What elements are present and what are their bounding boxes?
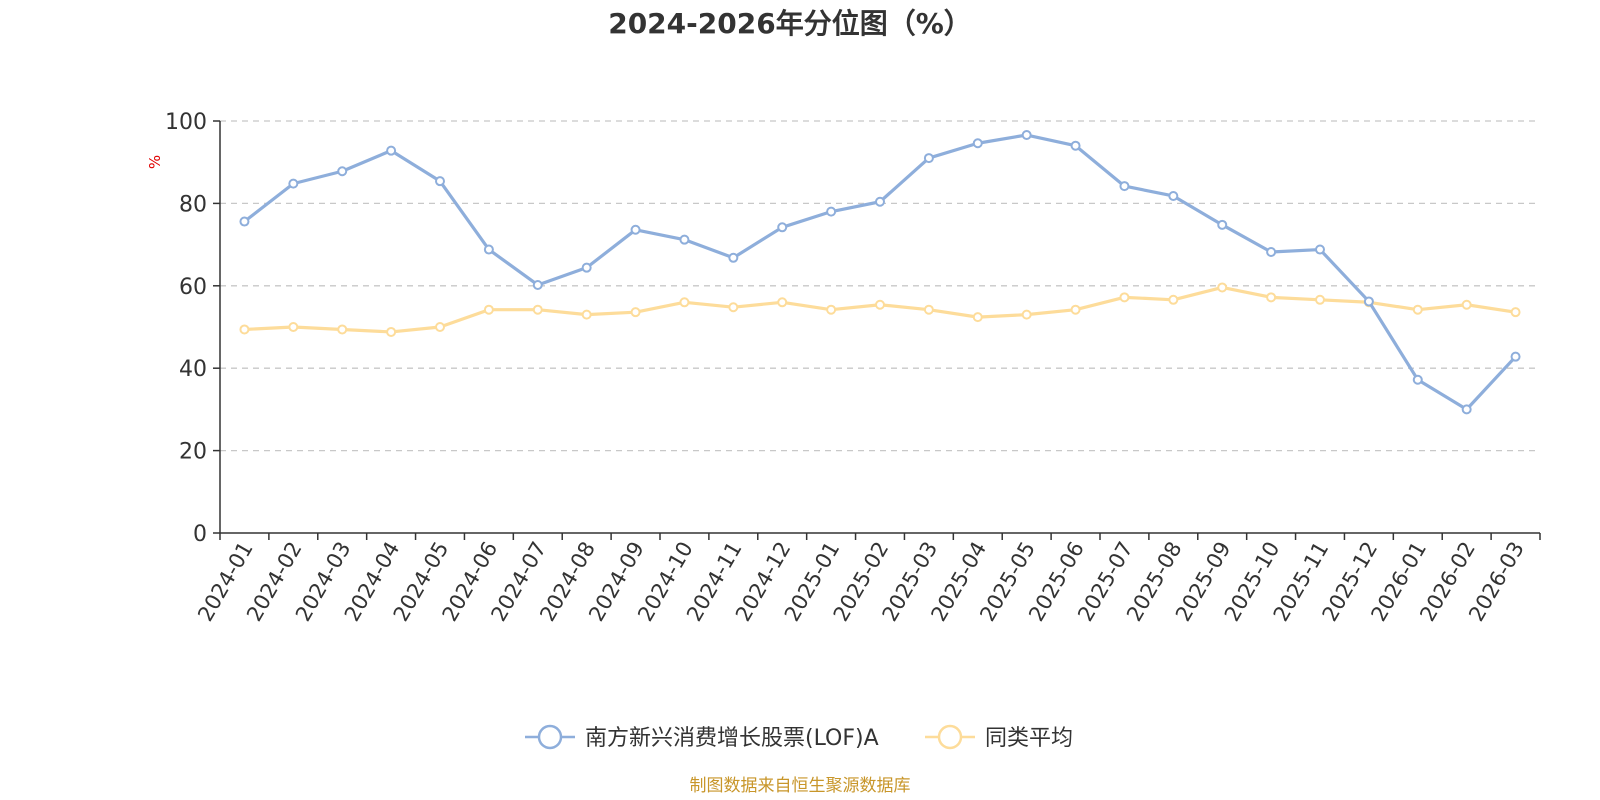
data-point-1[interactable] [532, 304, 543, 315]
data-point-1[interactable] [581, 309, 592, 320]
data-point-1[interactable] [386, 326, 397, 337]
data-point-1[interactable] [239, 324, 250, 335]
data-point-1[interactable] [1266, 292, 1277, 303]
data-point-1[interactable] [1119, 292, 1130, 303]
y-axis-label: % [146, 155, 164, 169]
y-tick-label: 80 [179, 192, 207, 217]
data-point-0[interactable] [1412, 374, 1423, 385]
data-point-1[interactable] [435, 322, 445, 332]
source-note: 制图数据来自恒生聚源数据库 [690, 776, 911, 796]
data-point-1[interactable] [1461, 299, 1472, 310]
data-point-0[interactable] [532, 279, 543, 290]
data-point-1[interactable] [630, 307, 641, 318]
data-point-1[interactable] [337, 324, 348, 335]
grid-lines [220, 120, 1540, 452]
data-point-1[interactable] [1412, 304, 1423, 315]
data-point-1[interactable] [483, 304, 494, 315]
data-point-0[interactable] [679, 234, 690, 245]
data-point-1[interactable] [1168, 294, 1179, 305]
y-tick-label: 40 [179, 357, 207, 382]
y-tick-label: 20 [179, 440, 207, 465]
data-point-1[interactable] [679, 297, 690, 308]
y-tick-label: 60 [179, 275, 207, 300]
data-point-0[interactable] [923, 153, 934, 164]
data-point-0[interactable] [337, 166, 348, 177]
data-point-0[interactable] [1217, 219, 1228, 230]
data-point-1[interactable] [777, 297, 788, 308]
data-point-0[interactable] [1266, 247, 1277, 258]
data-point-0[interactable] [777, 222, 788, 233]
data-point-0[interactable] [728, 252, 739, 263]
data-point-0[interactable] [581, 262, 592, 273]
y-tick-label: 100 [165, 110, 207, 135]
data-point-0[interactable] [1168, 190, 1179, 201]
data-point-0[interactable] [1021, 130, 1032, 141]
data-point-1[interactable] [728, 302, 739, 313]
data-point-1[interactable] [1315, 294, 1325, 305]
legend-marker-icon [937, 724, 963, 750]
data-point-0[interactable] [1461, 404, 1472, 415]
data-point-1[interactable] [288, 322, 299, 332]
data-point-0[interactable] [972, 138, 983, 149]
data-point-1[interactable] [826, 304, 837, 315]
legend-marker-icon [537, 724, 563, 750]
data-point-0[interactable] [1510, 351, 1521, 362]
data-point-1[interactable] [1217, 282, 1228, 293]
legend-label: 南方新兴消费增长股票(LOF)A [585, 726, 879, 751]
data-point-0[interactable] [483, 244, 494, 255]
data-point-1[interactable] [1070, 304, 1081, 315]
data-point-0[interactable] [875, 196, 885, 207]
data-point-0[interactable] [1315, 244, 1325, 255]
data-point-0[interactable] [1119, 181, 1130, 192]
series-lines [239, 130, 1521, 415]
chart-title: 2024-2026年分位图（%） [608, 7, 972, 40]
data-point-0[interactable] [435, 176, 445, 187]
data-point-0[interactable] [1070, 140, 1081, 151]
legend[interactable]: 南方新兴消费增长股票(LOF)A 同类平均 [525, 724, 1073, 751]
legend-label: 同类平均 [985, 726, 1073, 751]
data-point-0[interactable] [386, 145, 397, 156]
data-point-1[interactable] [1510, 307, 1521, 318]
data-point-1[interactable] [972, 312, 983, 323]
data-point-1[interactable] [1021, 309, 1032, 320]
data-point-0[interactable] [288, 178, 299, 189]
data-point-0[interactable] [630, 224, 641, 235]
legend-item-1[interactable]: 同类平均 [925, 724, 1073, 751]
y-tick-label: 0 [193, 522, 207, 547]
legend-item-0[interactable]: 南方新兴消费增长股票(LOF)A [525, 724, 879, 751]
data-point-0[interactable] [826, 206, 837, 217]
data-point-1[interactable] [923, 304, 934, 315]
data-point-0[interactable] [1363, 296, 1374, 307]
data-point-1[interactable] [875, 299, 885, 310]
data-point-0[interactable] [239, 216, 250, 227]
